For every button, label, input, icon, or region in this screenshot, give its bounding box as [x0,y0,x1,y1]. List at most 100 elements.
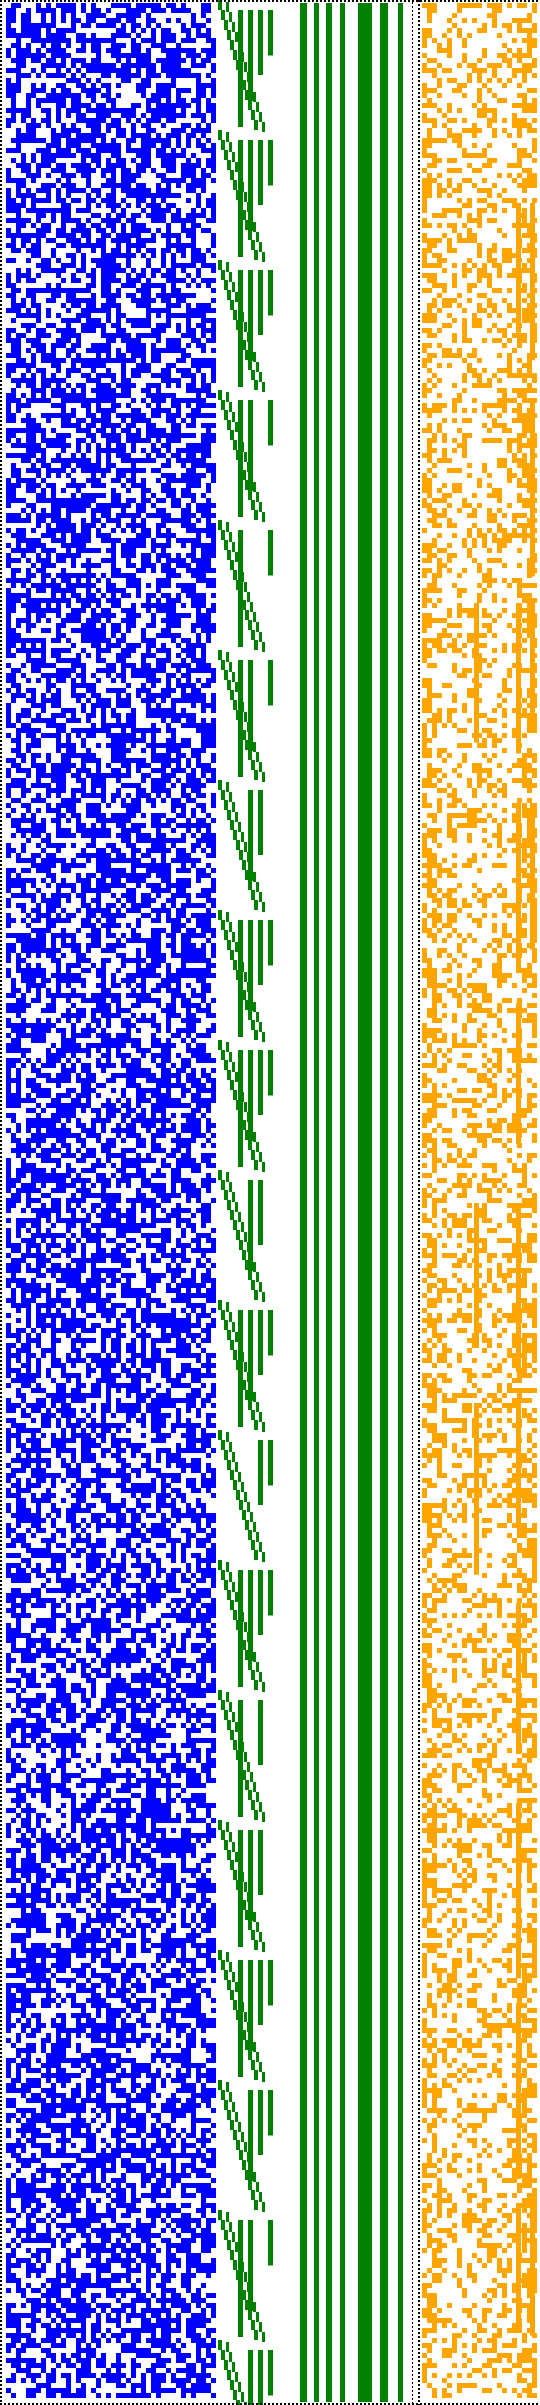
blue-cell-run [101,2078,121,2083]
blue-cell-run [6,2088,31,2093]
blue-cell-run [46,483,56,488]
blue-cell-run [126,578,141,583]
blue-cell-run [16,358,26,363]
blue-cell-run [66,1718,76,1723]
blue-cell-run [181,603,186,608]
blue-cell-run [36,1873,51,1878]
blue-cell-run [191,1553,201,1558]
blue-cell-run [86,218,91,223]
blue-cell-run [191,358,216,363]
blue-cell-run [101,1663,111,1668]
blue-cell-run [166,228,171,233]
blue-cell-run [141,518,146,523]
blue-cell-run [131,1353,146,1358]
blue-cell-run [136,1558,141,1563]
blue-cell-run [86,1363,91,1368]
blue-cell-run [146,948,161,953]
blue-cell-run [191,1308,196,1313]
blue-cell-run [171,2218,201,2223]
blue-cell-run [206,218,216,223]
blue-cell-run [131,1058,141,1063]
blue-cell-run [116,1053,131,1058]
blue-cell-run [16,1068,21,1073]
blue-cell-run [81,88,101,93]
blue-cell-run [91,83,96,88]
blue-cell-run [161,273,176,278]
blue-cell-run [196,873,211,878]
blue-cell-run [46,2068,51,2073]
blue-cell-run [136,363,151,368]
blue-cell-run [81,1693,86,1698]
blue-cell-run [96,1178,111,1183]
blue-cell-run [6,2008,26,2013]
blue-cell-run [36,48,41,53]
blue-cell-run [151,683,156,688]
blue-cell-run [26,2233,31,2238]
blue-cell-run [201,683,211,688]
blue-cell-run [171,1498,176,1503]
blue-cell-run [106,1988,111,1993]
blue-cell-run [46,523,51,528]
blue-cell-run [151,2003,156,2008]
blue-cell-run [151,568,156,573]
blue-cell-run [181,1898,196,1903]
blue-cell-run [71,1528,76,1533]
blue-cell-run [71,843,76,848]
blue-cell-run [186,53,201,58]
blue-cell-run [146,1273,166,1278]
blue-cell-run [116,1448,126,1453]
blue-cell-run [171,1208,191,1213]
blue-cell-run [46,2298,51,2303]
blue-cell-run [66,293,76,298]
blue-cell-run [206,1963,216,1968]
blue-cell-run [181,1468,186,1473]
blue-cell-run [81,758,101,763]
blue-cell-run [16,73,31,78]
blue-cell-run [31,1028,51,1033]
blue-cell-run [6,788,11,793]
blue-cell-run [201,833,216,838]
blue-cell-run [16,953,21,958]
blue-cell-run [51,638,61,643]
blue-cell-run [106,1388,111,1393]
blue-cell-run [76,1953,86,1958]
blue-cell-run [6,2023,16,2028]
blue-cell-run [151,1578,156,1583]
blue-cell-run [116,2113,131,2118]
blue-cell-run [201,1478,216,1483]
blue-cell-run [181,473,206,478]
blue-cell-run [196,618,211,623]
blue-cell-run [81,2008,86,2013]
blue-cell-run [51,1113,76,1118]
blue-cell-run [31,1888,51,1893]
blue-cell-run [136,1748,151,1753]
blue-cell-run [156,893,161,898]
blue-cell-run [206,1683,216,1688]
blue-cell-run [166,168,176,173]
blue-cell-run [76,1593,81,1598]
blue-cell-run [66,603,71,608]
blue-cell-run [91,2258,101,2263]
blue-cell-run [146,258,151,263]
blue-cell-run [76,1298,111,1303]
blue-cell-run [206,1828,216,1833]
blue-cell-run [6,783,26,788]
blue-cell-run [11,1148,36,1153]
blue-cell-run [206,583,216,588]
blue-cell-run [156,1923,161,1928]
blue-cell-run [181,933,206,938]
blue-cell-run [6,1733,11,1738]
blue-cell-run [21,1863,41,1868]
blue-cell-run [11,43,21,48]
blue-cell-run [161,1368,171,1373]
blue-cell-run [106,1503,126,1508]
blue-cell-run [6,2203,11,2208]
blue-cell-run [176,2088,196,2093]
blue-cell-run [56,1893,61,1898]
blue-cell-run [211,1528,216,1533]
blue-cell-run [211,153,216,158]
blue-cell-run [161,1863,176,1868]
blue-cell-run [156,403,161,408]
blue-cell-run [141,1053,146,1058]
blue-cell-run [16,1143,31,1148]
